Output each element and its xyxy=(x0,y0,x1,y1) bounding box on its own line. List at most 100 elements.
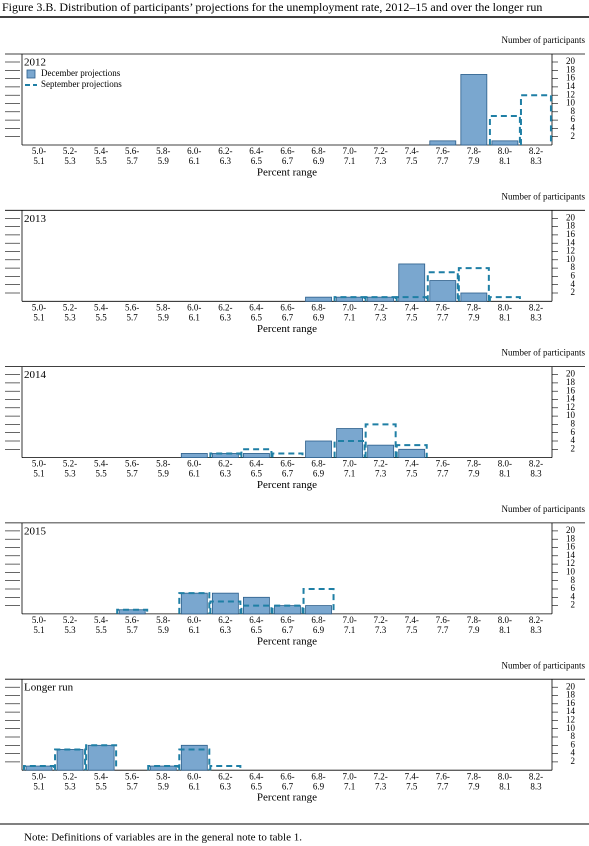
september-bar xyxy=(364,296,397,302)
y-tick-label: 18 xyxy=(566,533,576,543)
x-tick-label: 8.2- xyxy=(529,302,543,312)
x-tick-label: 5.3 xyxy=(64,312,76,322)
panel-title: 2013 xyxy=(24,213,47,225)
y-tick-label: 8 xyxy=(571,731,576,741)
x-tick-label: 5.7 xyxy=(127,625,139,635)
x-tick-label: 7.6- xyxy=(436,459,450,469)
y-tick-label: 8 xyxy=(571,418,576,428)
y-tick-label: 14 xyxy=(566,550,576,560)
x-tick-label: 6.7 xyxy=(282,312,294,322)
x-axis-label: Percent range xyxy=(257,635,317,647)
x-axis-label: Percent range xyxy=(257,323,317,335)
x-tick-label: 6.4- xyxy=(249,615,263,625)
x-tick-label: 7.2- xyxy=(374,459,388,469)
x-tick-label: 8.1 xyxy=(499,156,510,166)
september-bar xyxy=(54,748,87,771)
x-tick-label: 7.3 xyxy=(375,312,387,322)
x-tick-label: 8.1 xyxy=(499,469,510,479)
x-tick-label: 7.0- xyxy=(342,302,356,312)
december-bar xyxy=(398,263,426,302)
y-tick-label: 6 xyxy=(571,739,576,749)
y-tick-label: 2 xyxy=(571,131,576,141)
y-tick-label: 14 xyxy=(566,81,576,91)
y-axis-label: Number of participants xyxy=(502,35,586,45)
note: Note: Definitions of variables are in th… xyxy=(24,832,302,844)
x-tick-label: 7.8- xyxy=(467,302,481,312)
x-tick-label: 8.3 xyxy=(530,312,542,322)
x-tick-label: 7.6- xyxy=(436,615,450,625)
panel-title: Longer run xyxy=(24,682,74,694)
y-tick-label: 12 xyxy=(566,246,575,256)
y-axis-label: Number of participants xyxy=(502,348,586,358)
x-tick-label: 7.7 xyxy=(437,781,449,791)
december-bar xyxy=(367,444,395,458)
december-bar xyxy=(367,296,395,302)
september-bar xyxy=(488,296,521,302)
figure-title: Figure 3.B. Distribution of participants… xyxy=(2,0,542,14)
x-tick-label: 5.4- xyxy=(94,771,108,781)
x-tick-label: 5.1 xyxy=(33,781,44,791)
december-bar xyxy=(118,609,146,615)
x-tick-label: 6.6- xyxy=(280,146,294,156)
y-tick-label: 16 xyxy=(566,698,576,708)
september-bar xyxy=(23,765,55,771)
y-tick-label: 12 xyxy=(566,558,575,568)
x-tick-label: 7.5 xyxy=(406,625,418,635)
x-tick-label: 5.8- xyxy=(156,302,170,312)
x-tick-label: 7.4- xyxy=(405,459,419,469)
x-tick-label: 8.2- xyxy=(529,615,543,625)
x-tick-label: 7.7 xyxy=(437,156,449,166)
x-tick-label: 8.1 xyxy=(499,781,510,791)
x-tick-label: 6.8- xyxy=(311,615,325,625)
december-bar xyxy=(274,605,301,615)
x-tick-label: 6.7 xyxy=(282,625,294,635)
x-tick-label: 7.4- xyxy=(405,302,419,312)
x-tick-label: 6.8- xyxy=(311,302,325,312)
x-tick-label: 8.1 xyxy=(499,312,510,322)
y-tick-label: 8 xyxy=(571,106,576,116)
x-tick-label: 5.6- xyxy=(125,459,139,469)
december-bar xyxy=(336,428,364,458)
y-axis-label: Number of participants xyxy=(502,191,586,201)
x-tick-label: 5.9 xyxy=(158,312,170,322)
x-tick-label: 7.0- xyxy=(342,771,356,781)
y-tick-label: 6 xyxy=(571,114,576,124)
december-bar xyxy=(56,749,84,771)
x-tick-label: 5.9 xyxy=(158,156,170,166)
y-tick-label: 14 xyxy=(566,394,576,404)
x-tick-label: 7.9 xyxy=(468,469,480,479)
y-tick-label: 18 xyxy=(566,690,576,700)
september-bar xyxy=(209,765,242,771)
y-tick-label: 14 xyxy=(566,706,576,716)
x-tick-label: 5.8- xyxy=(156,146,170,156)
x-tick-label: 7.9 xyxy=(468,312,480,322)
x-tick-label: 6.8- xyxy=(311,146,325,156)
y-tick-label: 10 xyxy=(566,566,576,576)
x-tick-label: 5.4- xyxy=(94,146,108,156)
x-axis-label: Percent range xyxy=(257,479,317,491)
december-bar xyxy=(305,296,332,302)
x-tick-label: 5.6- xyxy=(125,615,139,625)
x-tick-label: 6.2- xyxy=(218,146,232,156)
x-tick-label: 7.4- xyxy=(405,615,419,625)
y-tick-label: 10 xyxy=(566,410,576,420)
x-tick-label: 5.2- xyxy=(63,771,77,781)
december-bar xyxy=(336,296,364,302)
legend-label: September projections xyxy=(41,79,122,89)
x-tick-label: 6.3 xyxy=(220,469,232,479)
september-bar xyxy=(333,296,366,302)
x-tick-label: 5.4- xyxy=(94,302,108,312)
x-tick-label: 8.2- xyxy=(529,146,543,156)
x-tick-label: 5.5 xyxy=(95,781,107,791)
y-axis-label: Number of participants xyxy=(502,660,586,670)
x-tick-label: 7.9 xyxy=(468,781,480,791)
x-tick-label: 6.1 xyxy=(189,781,200,791)
x-tick-label: 6.0- xyxy=(187,459,201,469)
x-tick-label: 7.5 xyxy=(406,469,418,479)
december-bar xyxy=(211,453,239,459)
x-tick-label: 6.8- xyxy=(311,771,325,781)
x-tick-label: 6.4- xyxy=(249,771,263,781)
x-tick-label: 7.3 xyxy=(375,781,387,791)
september-bar xyxy=(178,592,211,614)
september-bar xyxy=(209,452,242,458)
